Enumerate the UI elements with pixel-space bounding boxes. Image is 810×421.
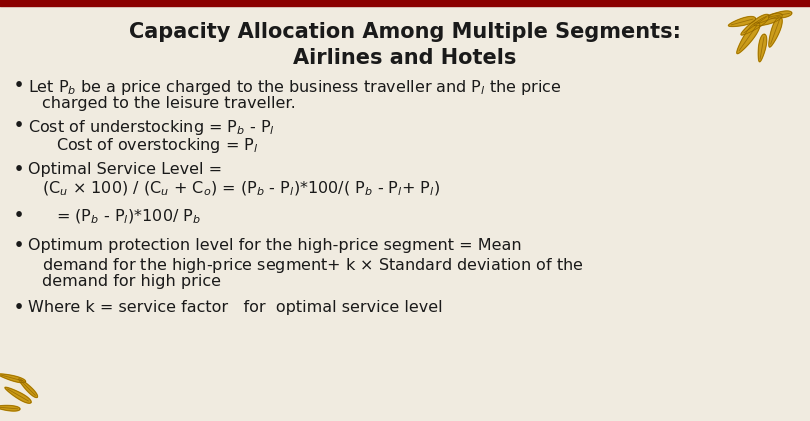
Polygon shape xyxy=(741,14,769,35)
Polygon shape xyxy=(754,13,782,26)
Polygon shape xyxy=(728,16,756,27)
Polygon shape xyxy=(0,405,20,411)
Polygon shape xyxy=(758,34,767,62)
Text: (C$_u$ $\times$ 100) / (C$_u$ + C$_o$) = (P$_b$ - P$_l$)*100/( P$_b$ - P$_l$+ P$: (C$_u$ $\times$ 100) / (C$_u$ + C$_o$) =… xyxy=(42,180,440,198)
Text: Cost of overstocking = P$_l$: Cost of overstocking = P$_l$ xyxy=(56,136,258,155)
Text: •: • xyxy=(14,208,24,223)
Text: demand for high price: demand for high price xyxy=(42,274,221,289)
Text: Let P$_b$ be a price charged to the business traveller and P$_l$ the price: Let P$_b$ be a price charged to the busi… xyxy=(28,78,561,97)
Polygon shape xyxy=(769,17,782,47)
Text: Capacity Allocation Among Multiple Segments:: Capacity Allocation Among Multiple Segme… xyxy=(129,22,681,42)
Text: Where k = service factor   for  optimal service level: Where k = service factor for optimal ser… xyxy=(28,300,442,315)
Text: Optimum protection level for the high-price segment = Mean: Optimum protection level for the high-pr… xyxy=(28,238,522,253)
Polygon shape xyxy=(5,387,31,403)
Polygon shape xyxy=(19,379,37,397)
Text: •: • xyxy=(14,162,24,177)
Polygon shape xyxy=(0,374,26,383)
Text: Cost of understocking = P$_b$ - P$_l$: Cost of understocking = P$_b$ - P$_l$ xyxy=(28,118,275,137)
Text: Airlines and Hotels: Airlines and Hotels xyxy=(293,48,517,68)
Text: •: • xyxy=(14,238,24,253)
Polygon shape xyxy=(737,22,760,53)
Text: Optimal Service Level =: Optimal Service Level = xyxy=(28,162,222,177)
Polygon shape xyxy=(768,11,792,18)
Text: •: • xyxy=(14,78,24,93)
Polygon shape xyxy=(0,405,20,411)
Text: charged to the leisure traveller.: charged to the leisure traveller. xyxy=(42,96,296,111)
Polygon shape xyxy=(5,387,31,403)
Polygon shape xyxy=(0,374,26,383)
Text: •: • xyxy=(14,118,24,133)
Text: = (P$_b$ - P$_l$)*100/ P$_b$: = (P$_b$ - P$_l$)*100/ P$_b$ xyxy=(56,208,201,226)
Text: •: • xyxy=(14,300,24,315)
Polygon shape xyxy=(19,379,37,397)
Text: demand for the high-price segment+ k $\times$ Standard deviation of the: demand for the high-price segment+ k $\t… xyxy=(42,256,584,275)
